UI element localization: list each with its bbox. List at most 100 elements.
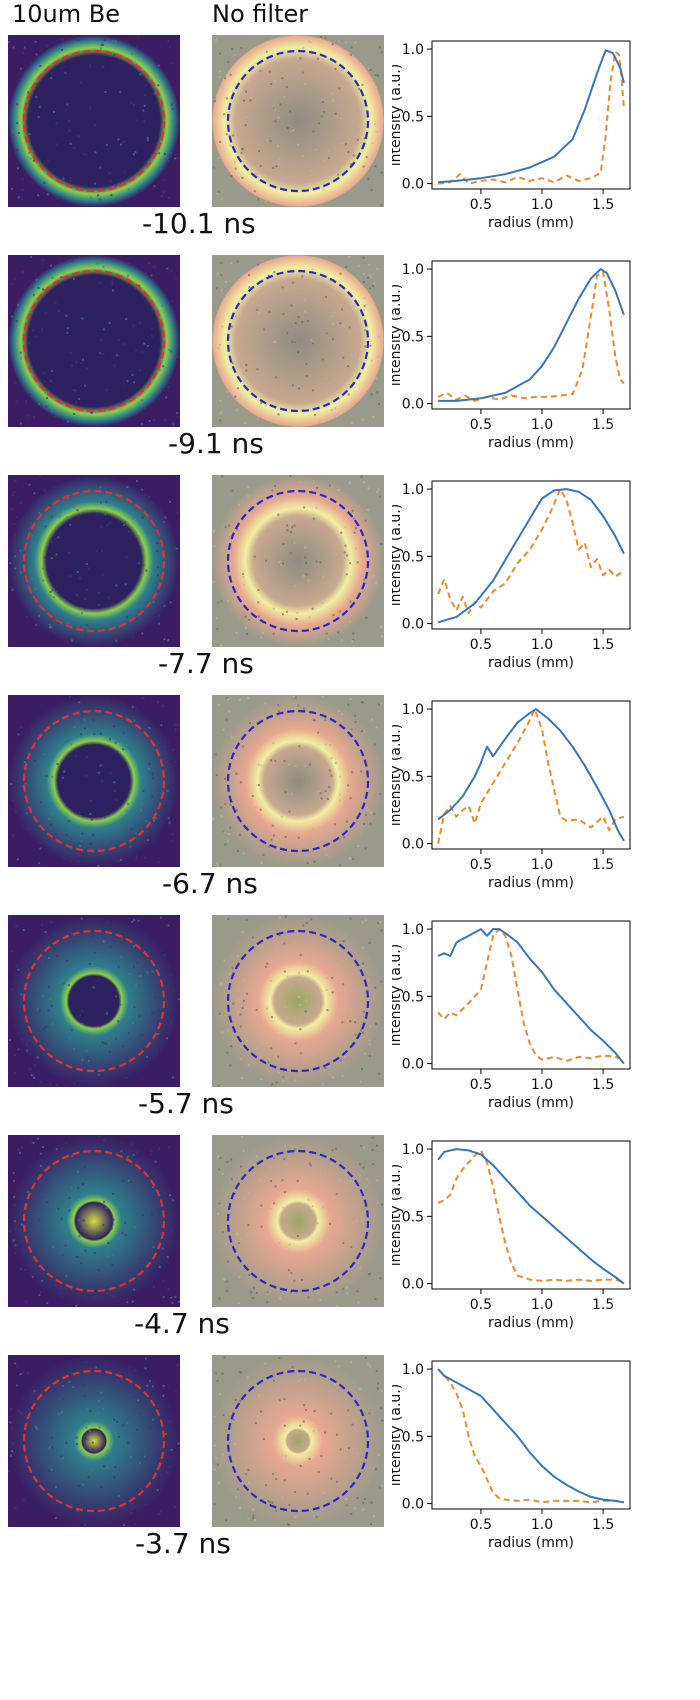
y-axis-label: intensity (a.u.) — [392, 724, 404, 826]
time-label: -4.7 ns — [134, 1307, 230, 1340]
plot-axes-frame — [431, 700, 631, 850]
x-tick-label: 1.5 — [592, 637, 614, 653]
series-line-solid — [437, 488, 625, 624]
y-axis-label: intensity (a.u.) — [392, 1164, 404, 1266]
reference-circle-red — [22, 929, 166, 1073]
be-image — [8, 35, 180, 207]
x-tick-label: 1.0 — [531, 857, 553, 873]
reference-circle-red — [22, 709, 166, 853]
plot-axes-frame — [431, 1360, 631, 1510]
x-tick-label: 1.5 — [592, 857, 614, 873]
x-axis-label: radius (mm) — [488, 875, 574, 891]
intensity-plot: 0.5 1.0 1.5 0.0 0.5 1.0 radius (mm) intensity (… — [392, 480, 631, 671]
be-image — [8, 695, 180, 867]
series-line-solid — [437, 928, 625, 1065]
y-tick-label: 1.0 — [402, 1362, 424, 1378]
y-tick-label: 0.0 — [402, 397, 424, 413]
figure-row: -4.7 ns 0.5 1.0 1.5 0.0 0.5 1.0 radius (mm) inte… — [0, 1135, 700, 1375]
y-tick-label: 1.0 — [402, 702, 424, 718]
x-tick-label: 0.5 — [470, 1297, 492, 1313]
x-tick-label: 0.5 — [470, 1517, 492, 1533]
series-line-solid — [437, 1148, 625, 1285]
reference-circle-blue — [226, 49, 370, 193]
no-filter-image — [212, 35, 384, 207]
series-line-solid — [437, 708, 625, 842]
intensity-plot: 0.5 1.0 1.5 0.0 0.5 1.0 radius (mm) intensity (… — [392, 700, 631, 891]
series-line-solid — [437, 1368, 625, 1504]
reference-circle-red — [22, 489, 166, 633]
x-axis-label: radius (mm) — [488, 1315, 574, 1331]
x-tick-label: 1.5 — [592, 1297, 614, 1313]
y-axis-label: intensity (a.u.) — [392, 284, 404, 386]
y-tick-label: 0.0 — [402, 837, 424, 853]
y-tick-label: 0.0 — [402, 177, 424, 193]
be-image — [8, 1355, 180, 1527]
series-line-dashed — [437, 708, 625, 844]
intensity-plot: 0.5 1.0 1.5 0.0 0.5 1.0 radius (mm) intensity (… — [392, 40, 631, 231]
x-tick-label: 1.0 — [531, 417, 553, 433]
plot-axes-frame — [431, 260, 631, 410]
y-tick-label: 0.5 — [402, 329, 424, 345]
y-tick-label: 1.0 — [402, 1142, 424, 1158]
x-tick-label: 1.0 — [531, 1077, 553, 1093]
time-label: -9.1 ns — [168, 427, 264, 460]
reference-circle-red — [22, 269, 166, 413]
x-tick-label: 1.5 — [592, 417, 614, 433]
series-line-solid — [438, 49, 625, 184]
intensity-plot: 0.5 1.0 1.5 0.0 0.5 1.0 radius (mm) intensity (… — [392, 260, 631, 451]
reference-circle-red — [22, 1369, 166, 1513]
no-filter-image — [212, 475, 384, 647]
reference-circle-red — [22, 1149, 166, 1293]
x-tick-label: 0.5 — [470, 197, 492, 213]
no-filter-image — [212, 1355, 384, 1527]
reference-circle-blue — [226, 709, 370, 853]
plot-axes-frame — [431, 920, 631, 1070]
series-line-dashed — [437, 488, 622, 614]
y-tick-label: 0.0 — [402, 1497, 424, 1513]
plot-axes-frame — [431, 480, 631, 630]
x-tick-label: 0.5 — [470, 417, 492, 433]
no-filter-image — [212, 915, 384, 1087]
figure-row: -3.7 ns 0.5 1.0 1.5 0.0 0.5 1.0 radius (mm) inte… — [0, 1355, 700, 1595]
series-line-dashed — [437, 50, 625, 185]
figure-row: -7.7 ns 0.5 1.0 1.5 0.0 0.5 1.0 radius (mm) inte… — [0, 475, 700, 715]
time-label: -7.7 ns — [158, 647, 254, 680]
no-filter-image — [212, 1135, 384, 1307]
y-tick-label: 0.5 — [402, 1429, 424, 1445]
x-tick-label: 0.5 — [470, 637, 492, 653]
intensity-plot: 0.5 1.0 1.5 0.0 0.5 1.0 radius (mm) intensity (… — [392, 920, 631, 1111]
figure-row: -9.1 ns 0.5 1.0 1.5 0.0 0.5 1.0 radius (mm) inte… — [0, 255, 700, 495]
y-tick-label: 0.0 — [402, 617, 424, 633]
no-filter-image — [212, 255, 384, 427]
y-axis-label: intensity (a.u.) — [392, 1384, 404, 1486]
x-tick-label: 1.5 — [592, 197, 614, 213]
series-line-dashed — [437, 1368, 625, 1504]
reference-circle-blue — [226, 489, 370, 633]
y-tick-label: 1.0 — [402, 922, 424, 938]
reference-circle-red — [22, 49, 166, 193]
figure-row: -10.1 ns 0.5 1.0 1.5 0.0 0.5 1.0 radius (mm) int… — [0, 35, 700, 275]
reference-circle-blue — [226, 269, 370, 413]
intensity-plot: 0.5 1.0 1.5 0.0 0.5 1.0 radius (mm) intensity (… — [392, 1360, 631, 1551]
be-image — [8, 255, 180, 427]
column-header-no-filter: No filter — [212, 0, 309, 28]
be-image — [8, 1135, 180, 1307]
be-image — [8, 475, 180, 647]
y-tick-label: 1.0 — [402, 42, 424, 58]
x-tick-label: 0.5 — [470, 1077, 492, 1093]
intensity-plot: 0.5 1.0 1.5 0.0 0.5 1.0 radius (mm) intensity (… — [392, 1140, 631, 1331]
be-image — [8, 915, 180, 1087]
y-axis-label: intensity (a.u.) — [392, 944, 404, 1046]
x-axis-label: radius (mm) — [488, 655, 574, 671]
y-tick-label: 0.5 — [402, 989, 424, 1005]
y-tick-label: 0.5 — [402, 1209, 424, 1225]
y-tick-label: 0.0 — [402, 1057, 424, 1073]
x-tick-label: 1.0 — [531, 637, 553, 653]
figure-row: -6.7 ns 0.5 1.0 1.5 0.0 0.5 1.0 radius (mm) inte… — [0, 695, 700, 935]
plot-axes-frame — [431, 40, 631, 190]
y-tick-label: 0.0 — [402, 1277, 424, 1293]
y-tick-label: 1.0 — [402, 482, 424, 498]
x-tick-label: 1.0 — [531, 1297, 553, 1313]
x-tick-label: 0.5 — [470, 857, 492, 873]
y-axis-label: intensity (a.u.) — [392, 64, 404, 166]
